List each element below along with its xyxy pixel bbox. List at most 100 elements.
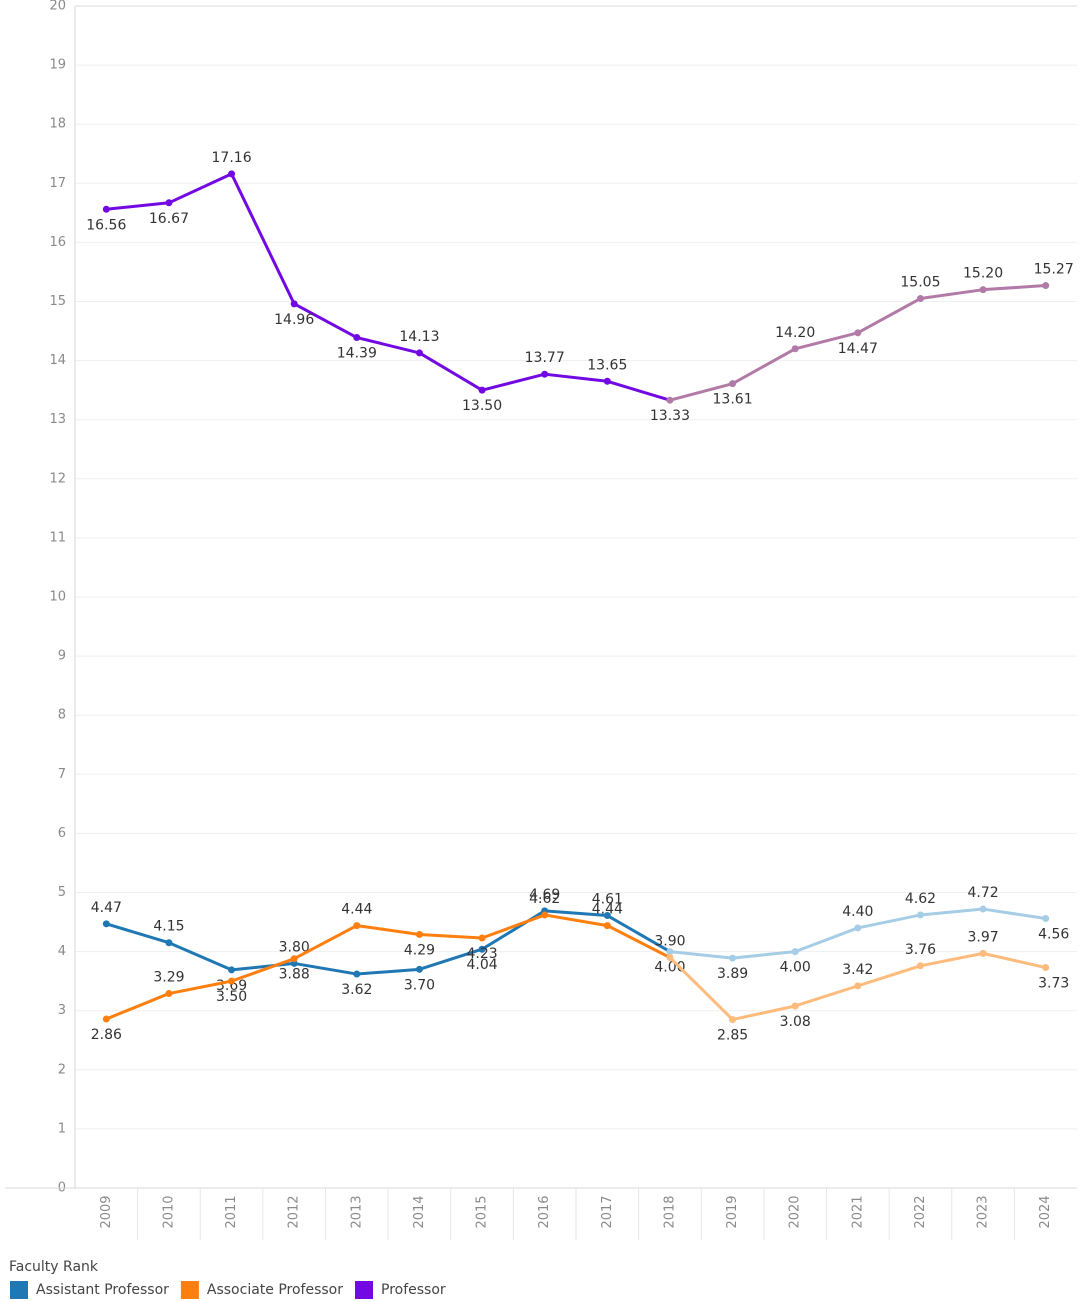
data-point: [165, 199, 173, 207]
data-label: 13.33: [650, 408, 690, 424]
data-label: 4.56: [1038, 927, 1069, 943]
data-point: [916, 295, 924, 303]
data-point: [415, 349, 423, 357]
data-label: 4.15: [153, 919, 184, 935]
y-tick-label: 14: [49, 353, 66, 368]
data-label: 3.90: [654, 934, 685, 950]
x-tick-label: 2011: [224, 1195, 239, 1228]
x-tick-label: 2017: [600, 1195, 615, 1228]
x-tick-label: 2020: [788, 1195, 803, 1228]
data-label: 3.29: [153, 970, 184, 986]
data-point: [603, 377, 611, 385]
x-tick-label: 2014: [412, 1195, 427, 1228]
y-tick-label: 7: [58, 767, 66, 782]
data-point: [353, 922, 361, 930]
data-point: [415, 965, 423, 973]
data-label: 13.65: [587, 357, 627, 373]
legend-title: Faculty Rank: [9, 1259, 99, 1275]
data-label: 14.13: [399, 329, 439, 345]
series-line: [105, 913, 671, 1021]
data-point: [102, 205, 110, 213]
data-point: [1042, 964, 1050, 972]
data-label: 15.05: [900, 275, 940, 291]
data-label: 4.44: [341, 902, 372, 918]
y-tick-label: 17: [49, 176, 66, 191]
data-point: [478, 945, 486, 953]
data-label: 13.77: [525, 350, 565, 366]
data-label: 4.69: [529, 887, 560, 903]
data-label: 4.62: [529, 891, 560, 907]
data-point: [102, 920, 110, 928]
data-point: [353, 334, 361, 342]
data-point: [102, 1015, 110, 1023]
data-label: 4.61: [592, 892, 623, 908]
data-label: 2.85: [717, 1028, 748, 1044]
y-tick-label: 3: [58, 1003, 66, 1018]
x-tick-label: 2021: [850, 1195, 865, 1228]
y-tick-label: 2: [58, 1062, 66, 1077]
data-label: 3.73: [1038, 976, 1069, 992]
data-label: 3.89: [717, 966, 748, 982]
data-point: [478, 386, 486, 394]
data-point: [666, 396, 674, 404]
y-tick-label: 11: [49, 530, 66, 545]
data-point: [228, 977, 236, 985]
data-label: 3.88: [279, 967, 310, 983]
y-tick-label: 4: [58, 944, 66, 959]
data-point: [603, 912, 611, 920]
data-point: [165, 939, 173, 947]
data-point: [979, 286, 987, 294]
x-tick-label: 2024: [1038, 1195, 1053, 1228]
data-label: 4.62: [905, 891, 936, 907]
data-label: 14.47: [838, 341, 878, 357]
data-point: [1042, 282, 1050, 290]
data-label: 2.86: [91, 1027, 122, 1043]
data-point: [541, 370, 549, 378]
data-label: 3.76: [905, 942, 936, 958]
y-tick-label: 5: [58, 885, 66, 900]
data-point: [353, 970, 361, 978]
data-label: 13.61: [713, 392, 753, 408]
data-label: 3.08: [780, 1014, 811, 1030]
legend-swatch: [10, 1281, 28, 1299]
data-label: 16.67: [149, 211, 189, 227]
y-tick-label: 20: [49, 0, 66, 14]
data-point: [290, 955, 298, 963]
data-label: 15.27: [1034, 262, 1074, 278]
y-tick-label: 15: [49, 294, 66, 309]
data-label: 13.50: [462, 398, 502, 414]
data-point: [228, 170, 236, 178]
data-label: 14.39: [337, 346, 377, 362]
data-label: 4.00: [780, 960, 811, 976]
y-tick-label: 9: [58, 649, 66, 664]
data-label: 3.70: [404, 977, 435, 993]
y-tick-label: 13: [49, 412, 66, 427]
data-point: [791, 948, 799, 956]
data-label: 3.50: [216, 989, 247, 1005]
data-label: 14.20: [775, 325, 815, 341]
data-point: [854, 924, 862, 932]
data-point: [478, 934, 486, 942]
data-point: [666, 954, 674, 962]
legend-swatch: [180, 1281, 199, 1299]
y-tick-label: 8: [58, 708, 66, 723]
y-tick-label: 19: [49, 58, 66, 73]
y-tick-label: 10: [49, 590, 66, 605]
data-point: [979, 905, 987, 913]
legend-label: Professor: [381, 1282, 446, 1298]
data-label: 16.56: [86, 217, 126, 233]
data-label: 4.29: [404, 942, 435, 958]
x-tick-label: 2013: [349, 1195, 364, 1228]
data-label: 4.72: [967, 885, 998, 901]
legend-label: Assistant Professor: [36, 1282, 169, 1298]
x-tick-label: 2016: [537, 1195, 552, 1228]
data-point: [854, 982, 862, 990]
data-point: [916, 911, 924, 919]
data-point: [729, 954, 737, 962]
data-point: [729, 380, 737, 388]
data-point: [290, 300, 298, 308]
x-tick-label: 2018: [662, 1195, 677, 1228]
data-point: [854, 329, 862, 337]
y-tick-label: 6: [58, 826, 66, 841]
